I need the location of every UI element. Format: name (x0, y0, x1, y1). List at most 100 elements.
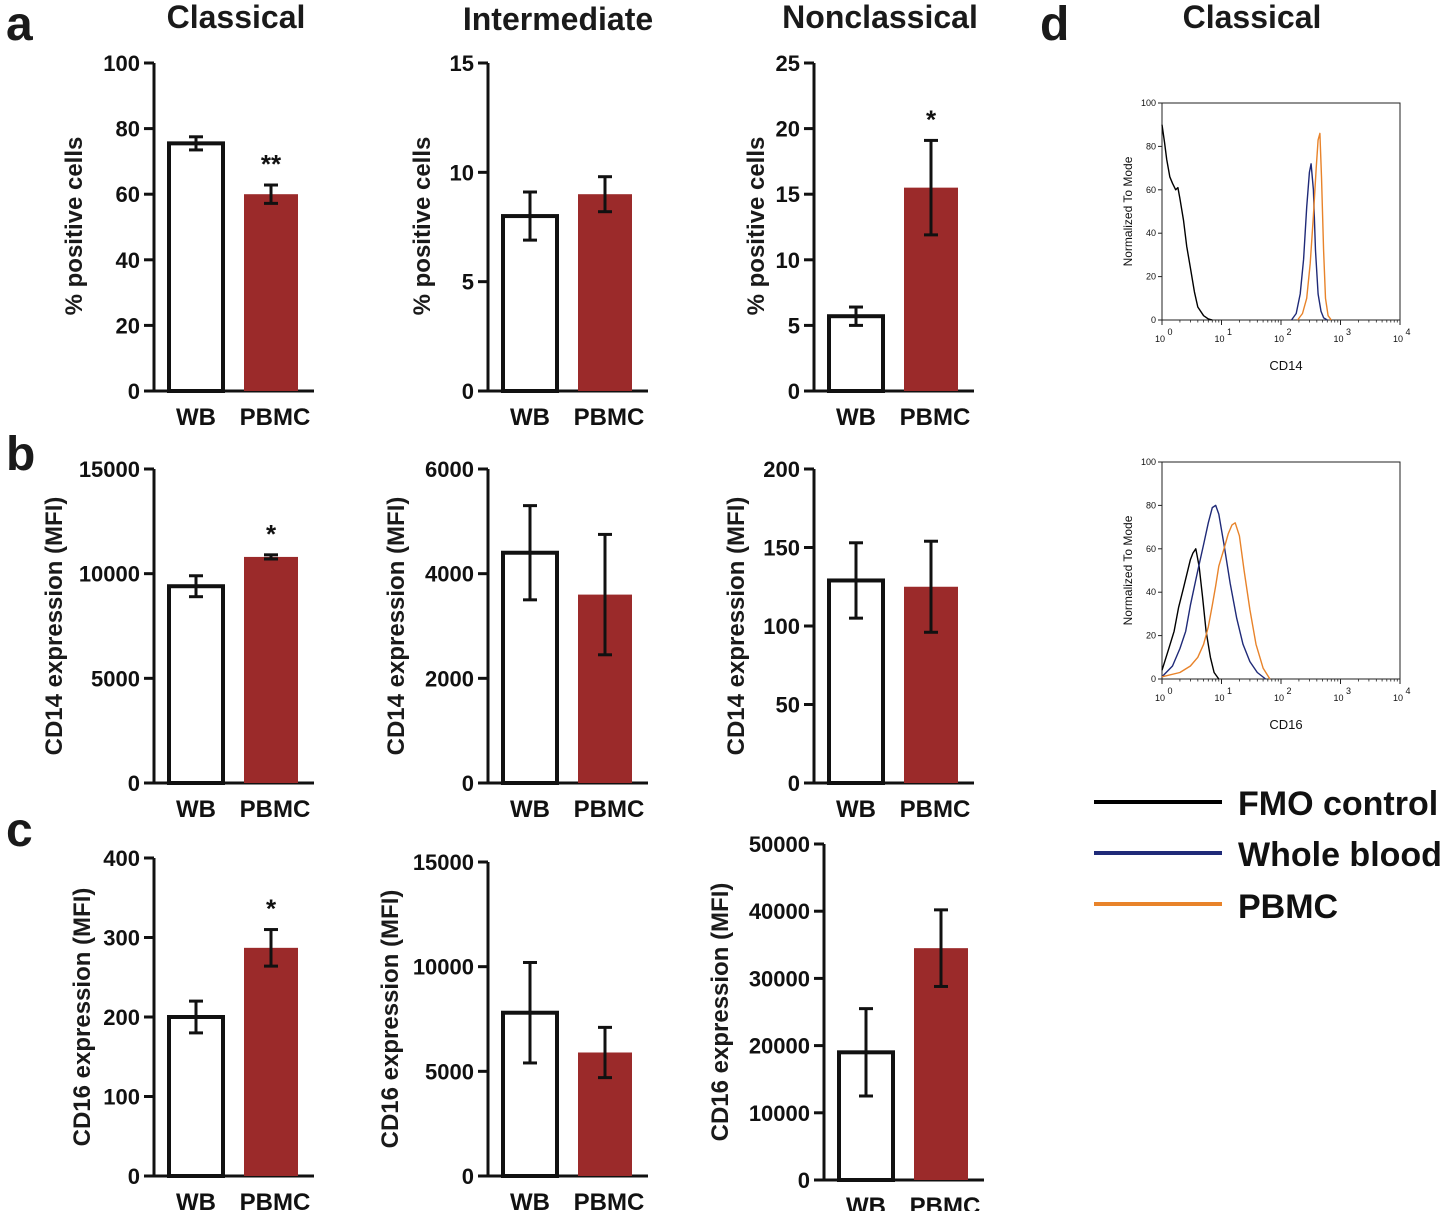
category-label-wb: WB (846, 1193, 886, 1211)
hist-y-tick-label: 60 (1146, 544, 1156, 554)
hist-y-tick-label: 20 (1146, 631, 1156, 641)
y-tick-label: 10000 (413, 955, 474, 980)
column-title-nonclassical: Nonclassical (782, 0, 978, 35)
hist-x-tick-label: 10 (1393, 334, 1403, 344)
y-tick-label: 10 (776, 248, 800, 273)
hist-x-axis-label: CD16 (1269, 717, 1302, 732)
hist-series-whole-blood (1290, 163, 1328, 321)
y-tick-label: 0 (462, 379, 474, 404)
significance-marker: * (266, 519, 277, 549)
bar-chart-b2: 0 2000 4000 6000 CD14 expression (MFI) WB PBMC (383, 457, 648, 823)
y-tick-label: 150 (763, 536, 800, 561)
y-tick-label: 40 (116, 248, 140, 273)
y-tick-label: 0 (462, 1164, 474, 1189)
y-tick-label: 80 (116, 117, 140, 142)
hist-series-whole-blood (1161, 504, 1267, 680)
y-axis-label: % positive cells (409, 137, 436, 316)
hist-series-pbmc (1297, 132, 1332, 321)
bar-chart-b1: 0 5000 10000 15000 CD14 expression (MFI) WB * P… (41, 457, 314, 823)
panel-letter-b: b (6, 428, 35, 481)
y-tick-label: 300 (103, 926, 140, 951)
category-label-pbmc: PBMC (900, 404, 971, 431)
y-tick-label: 10000 (79, 562, 140, 587)
bar-chart-c2: 0 5000 10000 15000 CD16 expression (MFI) WB PB… (377, 850, 648, 1211)
y-tick-label: 100 (103, 51, 140, 76)
bar-chart-a3: 0 5 10 15 20 25 % positive cells WB * PBMC (743, 51, 974, 431)
column-title-intermediate: Intermediate (463, 1, 653, 37)
hist-x-tick-exponent: 2 (1286, 686, 1291, 696)
hist-x-tick-exponent: 4 (1405, 327, 1410, 337)
y-tick-label: 6000 (425, 457, 474, 482)
y-tick-label: 200 (763, 457, 800, 482)
category-label-pbmc: PBMC (910, 1193, 981, 1211)
hist-x-tick-label: 10 (1274, 693, 1284, 703)
y-tick-label: 30000 (749, 966, 810, 991)
category-label-wb: WB (836, 796, 876, 823)
hist-series-pbmc (1161, 522, 1271, 680)
hist-x-tick-label: 10 (1333, 693, 1343, 703)
hist-y-axis-label: Normalized To Mode (1121, 156, 1135, 266)
panel-letter-d: d (1040, 0, 1069, 51)
hist-x-tick-label: 10 (1333, 334, 1343, 344)
y-tick-label: 40000 (749, 899, 810, 924)
hist-x-tick-exponent: 3 (1346, 327, 1351, 337)
y-tick-label: 15 (776, 182, 800, 207)
y-axis-label: CD14 expression (MFI) (41, 497, 68, 756)
hist-y-tick-label: 0 (1151, 674, 1156, 684)
hist-x-tick-exponent: 1 (1227, 327, 1232, 337)
y-axis-label: CD16 expression (MFI) (377, 890, 404, 1149)
y-tick-label: 15 (450, 51, 474, 76)
hist-y-tick-label: 60 (1146, 185, 1156, 195)
hist-x-tick-exponent: 0 (1167, 327, 1172, 337)
y-tick-label: 10 (450, 160, 474, 185)
y-axis-label: CD14 expression (MFI) (723, 497, 750, 756)
y-tick-label: 5000 (91, 666, 140, 691)
y-tick-label: 20 (116, 313, 140, 338)
category-label-wb: WB (176, 1189, 216, 1211)
bar-pbmc (578, 194, 632, 391)
category-label-wb: WB (176, 404, 216, 431)
bar-wb (167, 584, 225, 786)
bar-pbmc (244, 947, 298, 1176)
hist-series-fmo-control (1161, 124, 1213, 321)
hist-y-tick-label: 0 (1151, 315, 1156, 325)
hist-x-tick-exponent: 2 (1286, 327, 1291, 337)
significance-marker: * (266, 894, 277, 924)
y-tick-label: 0 (788, 379, 800, 404)
hist-x-tick-label: 10 (1393, 693, 1403, 703)
hist-x-tick-exponent: 1 (1227, 686, 1232, 696)
y-tick-label: 0 (128, 1164, 140, 1189)
y-tick-label: 100 (103, 1085, 140, 1110)
hist-x-tick-label: 10 (1155, 334, 1165, 344)
legend-label-pbmc: PBMC (1238, 888, 1338, 926)
y-tick-label: 0 (798, 1168, 810, 1193)
y-tick-label: 200 (103, 1005, 140, 1030)
y-tick-label: 10000 (749, 1101, 810, 1126)
hist-y-tick-label: 80 (1146, 141, 1156, 151)
category-label-pbmc: PBMC (240, 796, 311, 823)
panel-letter-a: a (6, 0, 33, 51)
y-tick-label: 2000 (425, 666, 474, 691)
category-label-pbmc: PBMC (900, 796, 971, 823)
y-tick-label: 15000 (79, 457, 140, 482)
hist-y-tick-label: 20 (1146, 272, 1156, 282)
bar-wb (501, 214, 559, 393)
category-label-pbmc: PBMC (574, 404, 645, 431)
y-tick-label: 0 (788, 771, 800, 796)
panel-d-title: Classical (1183, 0, 1322, 35)
category-label-pbmc: PBMC (240, 1189, 311, 1211)
bar-chart-c1: 0 100 200 300 400 CD16 expression (MFI) WB * PBM… (69, 846, 314, 1211)
hist-series-fmo-control (1161, 548, 1220, 680)
y-tick-label: 50 (776, 693, 800, 718)
hist-y-tick-label: 100 (1141, 98, 1156, 108)
bar-chart-a2: 0 5 10 15 % positive cells WB PBMC (409, 51, 648, 431)
category-label-wb: WB (510, 1189, 550, 1211)
bar-wb (167, 141, 225, 393)
y-axis-label: CD14 expression (MFI) (383, 497, 410, 756)
y-tick-label: 15000 (413, 850, 474, 875)
hist-y-tick-label: 40 (1146, 587, 1156, 597)
